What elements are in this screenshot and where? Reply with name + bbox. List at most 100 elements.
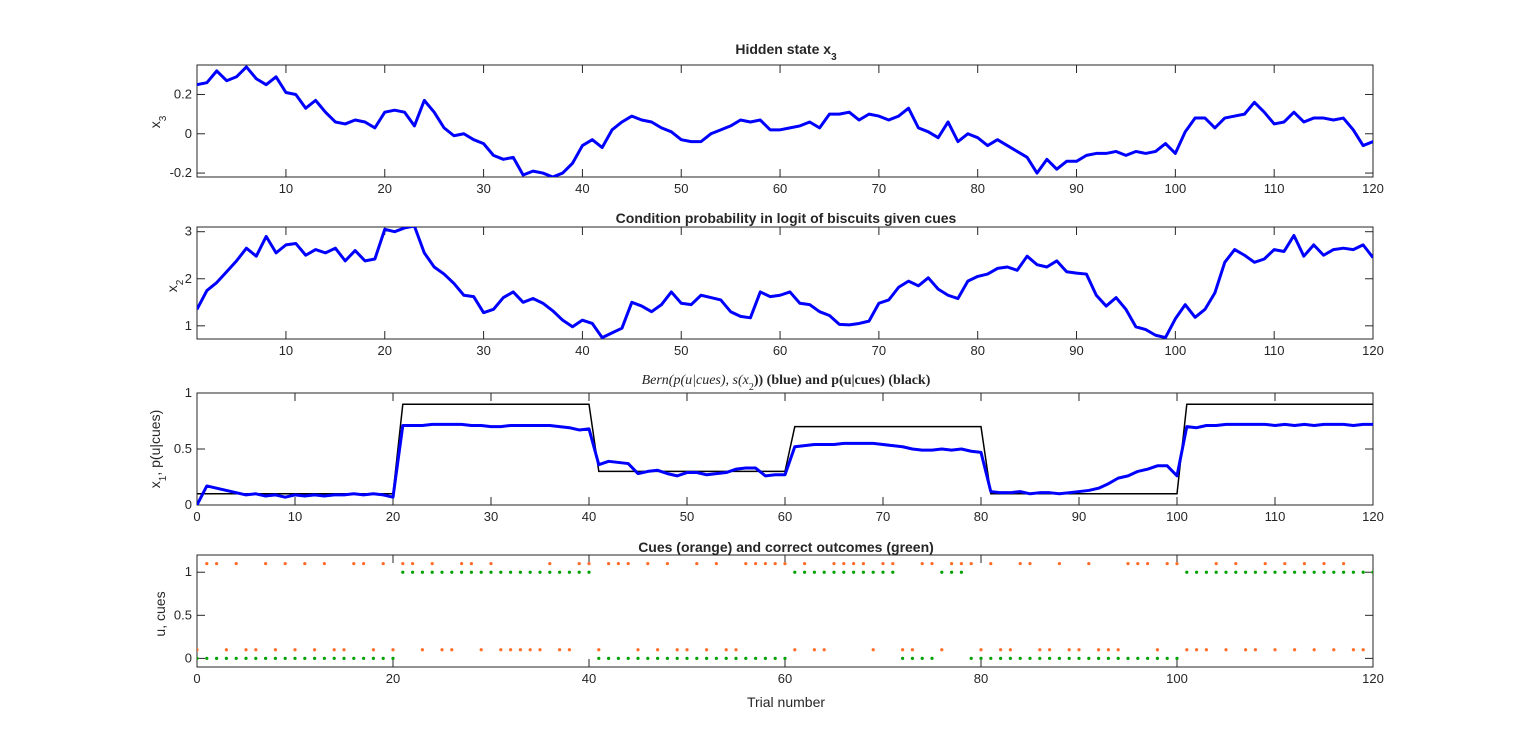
cue-point [1234, 562, 1238, 566]
cue-point [959, 562, 964, 566]
cue-point [197, 648, 199, 652]
cue-point [460, 562, 464, 566]
x-tick-label: 80 [974, 509, 988, 524]
cue-point [763, 562, 768, 566]
outcome-point [597, 656, 601, 660]
outcome-point [1136, 656, 1140, 660]
outcome-point [734, 656, 738, 660]
cue-point [1116, 648, 1120, 652]
cue-point [1165, 562, 1169, 566]
cue-point [1302, 562, 1306, 566]
outcome-point [861, 570, 866, 574]
x-tick-label: 90 [1069, 343, 1083, 358]
outcome-point [234, 656, 238, 660]
cue-point [724, 648, 728, 652]
cue-point [332, 648, 336, 652]
x-tick-label: 90 [1072, 509, 1086, 524]
outcome-point [264, 656, 268, 660]
cue-point [538, 648, 542, 652]
cue-point [1244, 648, 1248, 652]
outcome-point [420, 570, 424, 574]
outcome-point [832, 570, 836, 574]
cue-point [1253, 648, 1257, 652]
y-tick-label: 0 [185, 497, 192, 512]
cue-point [440, 648, 444, 652]
cue-point [244, 648, 248, 652]
outcome-point [695, 656, 699, 660]
cue-point [215, 562, 219, 566]
outcome-point [1155, 656, 1159, 660]
cue-point [852, 562, 856, 566]
cue-point [587, 562, 591, 566]
x-tick-label: 100 [1166, 671, 1188, 686]
cue-point [665, 562, 670, 566]
cue-point [881, 562, 885, 566]
series-line-black [197, 403, 1373, 495]
outcome-point [548, 570, 552, 574]
outcome-point [1244, 570, 1248, 574]
outcome-point [1018, 656, 1022, 660]
outcome-point [499, 570, 503, 574]
cue-point [509, 648, 513, 652]
outcome-point [940, 570, 944, 574]
outcome-point [460, 570, 464, 574]
outcome-point [489, 570, 493, 574]
x-tick-label: 10 [279, 181, 293, 196]
x-tick-label: 50 [680, 509, 694, 524]
cue-point [1008, 648, 1013, 652]
x-tick-label: 40 [582, 509, 596, 524]
outcome-point [950, 570, 954, 574]
plot-area [197, 403, 1373, 505]
x-tick-label: 120 [1362, 671, 1384, 686]
cue-point [1195, 648, 1199, 652]
outcome-point [1067, 656, 1071, 660]
series-line-blue [197, 65, 1373, 177]
cue-point [950, 562, 954, 566]
outcome-point [1332, 570, 1336, 574]
cue-point [1204, 648, 1208, 652]
cue-point [254, 648, 258, 652]
outcome-point [959, 570, 964, 574]
outcome-point [273, 656, 277, 660]
cue-point [528, 648, 532, 652]
x-tick-label: 40 [582, 671, 596, 686]
x-tick-label: 110 [1264, 181, 1285, 196]
outcome-point [371, 656, 375, 660]
outcome-point [411, 570, 415, 574]
outcome-point [969, 656, 973, 660]
outcome-point [754, 656, 758, 660]
outcome-point [362, 656, 366, 660]
outcome-point [665, 656, 670, 660]
cue-point [646, 562, 650, 566]
cue-point [313, 648, 317, 652]
cue-point [371, 648, 375, 652]
cue-point [999, 648, 1003, 652]
outcome-point [901, 656, 905, 660]
outcome-point [538, 570, 542, 574]
outcome-point [1224, 570, 1228, 574]
outcome-point [1342, 570, 1346, 574]
cue-point [558, 648, 562, 652]
panel-condition-probability: Condition probability in logit of biscui… [164, 210, 1384, 358]
outcome-point [763, 656, 768, 660]
x-tick-label: 120 [1362, 181, 1384, 196]
cue-point [499, 648, 503, 652]
outcome-point [322, 656, 326, 660]
outcome-point [1204, 570, 1208, 574]
series-line-blue [197, 422, 1373, 505]
outcome-point [852, 570, 856, 574]
y-tick-label: 0.2 [174, 86, 192, 101]
cue-point [1067, 648, 1071, 652]
x-tick-label: 60 [778, 671, 792, 686]
cue-point [1057, 562, 1061, 566]
x-tick-label: 80 [974, 671, 988, 686]
cue-point [342, 648, 346, 652]
outcome-point [881, 570, 885, 574]
y-axis-label: u, cues [152, 591, 168, 636]
cue-point [450, 648, 454, 652]
outcome-point [1371, 570, 1373, 574]
outcome-point [401, 570, 405, 574]
outcome-point [626, 656, 630, 660]
outcome-point [930, 656, 934, 660]
x-tick-label: 70 [872, 343, 886, 358]
